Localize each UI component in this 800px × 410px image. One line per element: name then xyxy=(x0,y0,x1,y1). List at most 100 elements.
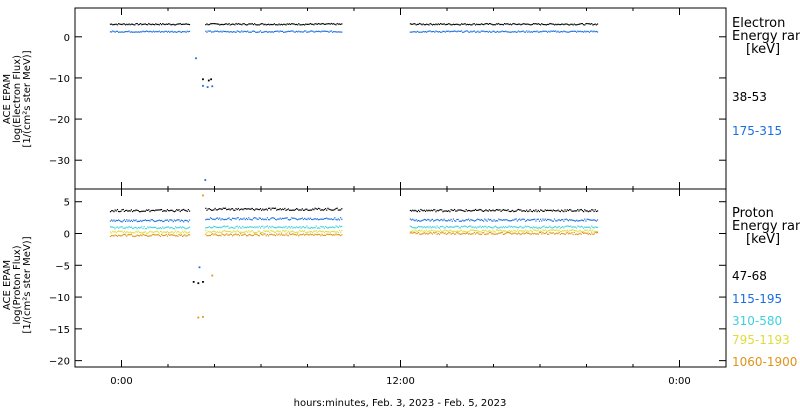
data-point xyxy=(506,231,508,233)
data-point xyxy=(115,235,117,237)
data-point xyxy=(151,31,153,33)
data-point xyxy=(315,234,317,236)
data-point xyxy=(137,210,139,212)
data-point xyxy=(254,217,256,219)
data-point xyxy=(309,217,312,219)
data-point xyxy=(548,209,550,212)
data-point xyxy=(166,31,169,33)
data-point xyxy=(579,209,581,211)
data-point xyxy=(537,227,539,229)
data-point xyxy=(533,30,535,33)
data-point xyxy=(587,231,589,233)
data-point xyxy=(276,209,278,211)
data-point xyxy=(409,225,411,227)
data-point xyxy=(555,220,557,222)
data-point xyxy=(111,23,113,25)
data-point xyxy=(130,219,132,221)
data-point xyxy=(138,23,141,25)
data-point xyxy=(164,30,166,32)
data-point xyxy=(247,208,249,210)
data-point xyxy=(579,229,581,232)
data-point xyxy=(527,210,529,213)
data-point xyxy=(434,219,436,222)
data-point xyxy=(138,31,141,33)
data-point xyxy=(258,225,260,227)
data-point xyxy=(165,23,167,25)
data-point xyxy=(262,234,264,236)
data-point xyxy=(531,232,534,234)
data-point xyxy=(429,225,431,228)
data-point xyxy=(156,234,158,236)
data-point xyxy=(179,232,181,234)
data-point xyxy=(324,23,327,25)
data-point xyxy=(513,229,515,231)
data-point xyxy=(427,231,429,233)
data-point xyxy=(142,210,144,212)
data-point xyxy=(536,230,538,232)
data-point xyxy=(450,30,452,33)
data-point xyxy=(495,23,498,25)
data-point xyxy=(168,23,170,25)
data-point xyxy=(150,235,152,237)
data-point xyxy=(460,23,463,25)
data-point xyxy=(286,31,288,33)
data-point xyxy=(251,235,253,237)
data-point xyxy=(294,23,296,26)
data-point xyxy=(483,24,485,26)
data-point xyxy=(137,235,139,237)
data-point xyxy=(476,31,478,33)
data-point xyxy=(185,231,187,233)
data-point xyxy=(235,22,237,25)
data-point xyxy=(562,31,564,33)
data-point xyxy=(302,23,305,26)
data-point xyxy=(551,227,553,229)
data-point xyxy=(470,210,472,212)
data-point xyxy=(305,218,307,220)
data-point xyxy=(585,232,587,234)
data-point xyxy=(287,30,289,32)
data-point xyxy=(524,232,527,234)
data-point xyxy=(520,233,522,236)
data-point xyxy=(436,30,438,33)
series-segment-47-68 xyxy=(205,207,343,212)
y-tick-label: −10 xyxy=(49,74,70,85)
data-point xyxy=(161,231,163,233)
data-point xyxy=(235,31,237,33)
data-point xyxy=(300,227,302,229)
data-point xyxy=(185,235,187,237)
data-point xyxy=(136,220,138,223)
data-point xyxy=(278,31,280,33)
data-point xyxy=(323,30,325,32)
data-point xyxy=(576,210,578,212)
data-point xyxy=(496,23,499,25)
data-point xyxy=(596,231,599,234)
data-point xyxy=(240,208,242,210)
data-point xyxy=(498,227,500,229)
data-point xyxy=(417,225,420,228)
data-point xyxy=(301,24,303,26)
data-point xyxy=(563,230,565,232)
series-segment-115-195 xyxy=(409,218,599,222)
data-point xyxy=(596,210,599,212)
data-point xyxy=(187,231,189,234)
data-point xyxy=(148,235,150,237)
data-point xyxy=(213,23,215,25)
data-point xyxy=(251,30,253,32)
data-point xyxy=(456,225,458,227)
data-point xyxy=(473,220,475,222)
data-point xyxy=(462,209,464,212)
data-point xyxy=(335,233,337,235)
data-point xyxy=(305,23,307,25)
data-point xyxy=(214,230,216,233)
data-point xyxy=(533,233,535,235)
data-point xyxy=(470,229,472,231)
data-point xyxy=(113,30,115,33)
data-point xyxy=(322,209,324,211)
data-point xyxy=(230,219,232,221)
data-point xyxy=(166,231,169,233)
data-point xyxy=(464,23,466,25)
data-point xyxy=(133,24,135,26)
data-point xyxy=(121,226,123,228)
data-point xyxy=(321,30,323,32)
data-point xyxy=(529,31,531,33)
